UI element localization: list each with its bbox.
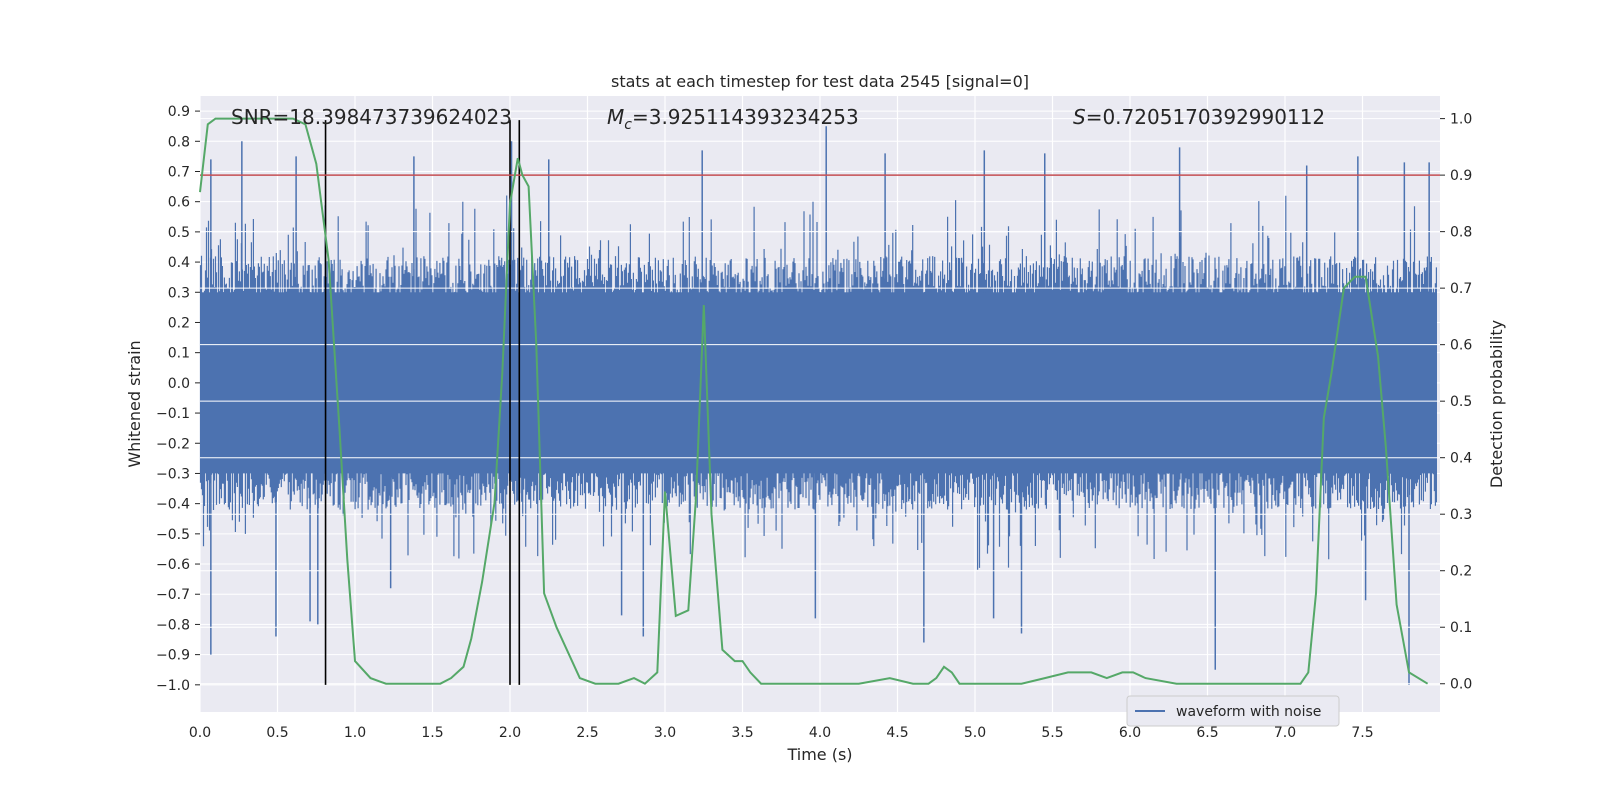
y-right-tick-label: 0.3 [1450,507,1472,523]
y-left-tick-label: 0.9 [168,104,190,120]
x-tick-label: 1.0 [344,725,366,741]
x-tick-label: 0.5 [266,725,288,741]
y-left-tick-label: 0.8 [168,134,190,150]
x-tick-label: 7.5 [1351,725,1373,741]
y-right-tick-label: 0.0 [1450,677,1472,693]
mc-subscript: c [624,117,632,133]
y-left-tick-label: 0.0 [168,376,190,392]
mc-annotation: Mc=3.925114393234253 [607,105,859,133]
y-left-tick-label: −0.7 [156,587,190,603]
y-left-tick-label: −0.8 [156,617,190,633]
y-left-tick-label: 0.3 [168,285,190,301]
y-left-tick-label: 0.7 [168,164,190,180]
y-left-tick-label: −0.6 [156,557,190,573]
y-right-tick-label: 0.8 [1450,225,1472,241]
y-right-tick-label: 0.2 [1450,564,1472,580]
y-right-axis-label: Detection probability [1487,320,1506,488]
x-tick-label: 7.0 [1274,725,1296,741]
waveform-core [200,292,1437,474]
chart-title: stats at each timestep for test data 254… [611,72,1029,91]
x-tick-label: 6.5 [1196,725,1218,741]
y-right-tick-label: 0.9 [1450,168,1472,184]
x-tick-label: 4.5 [886,725,908,741]
y-right-tick-label: 0.5 [1450,394,1472,410]
y-right-tick-label: 0.6 [1450,338,1472,354]
y-left-tick-labels: 0.9 0.8 0.7 0.6 0.5 0.4 0.3 0.2 0.1 0.0 −0.1 −0.2 −0… [156,104,200,694]
y-right-tick-label: 0.7 [1450,281,1472,297]
mc-value: =3.925114393234253 [632,105,859,129]
y-right-tick-label: 0.4 [1450,451,1472,467]
y-left-tick-label: 0.6 [168,195,190,211]
legend-box [1126,695,1340,727]
y-left-tick-label: 0.2 [168,315,190,331]
y-left-tick-label: −0.2 [156,436,190,452]
y-right-tick-label: 1.0 [1450,112,1472,128]
y-left-tick-label: −0.3 [156,466,190,482]
y-left-tick-label: −0.5 [156,527,190,543]
s-annotation: S=0.7205170392990112 [1073,105,1325,129]
x-tick-label: 4.0 [809,725,831,741]
y-left-axis-label: Whitened strain [125,340,144,467]
x-tick-label: 2.0 [499,725,521,741]
x-tick-label: 5.5 [1041,725,1063,741]
y-right-tick-labels: 0.0 0.1 0.2 0.3 0.4 0.5 0.6 0.7 0.8 0.9 1.0 [1440,112,1472,693]
mc-symbol: M [607,105,624,129]
detection-probability-line [199,117,1429,685]
snr-annotation: SNR=18.398473739624023 [231,105,512,129]
x-axis-label: Time (s) [786,745,852,764]
y-left-tick-label: 0.4 [168,255,190,271]
y-left-tick-label: −0.9 [156,648,190,664]
s-value: =0.7205170392990112 [1086,105,1325,129]
legend-label-waveform: waveform with noise [1176,704,1321,720]
x-tick-labels: 0.0 0.5 1.0 1.5 2.0 2.5 3.0 3.5 4.0 4.5 5.0 5.5 6.0 6… [189,725,1374,741]
x-tick-label: 2.5 [576,725,598,741]
y-left-tick-label: −0.1 [156,406,190,422]
y-left-tick-label: 0.1 [168,346,190,362]
x-tick-label: 0.0 [189,725,211,741]
y-right-tick-label: 0.1 [1450,620,1472,636]
y-left-tick-label: −0.4 [156,497,190,513]
legend: waveform with noise [1126,695,1340,727]
x-tick-label: 3.5 [731,725,753,741]
s-symbol: S [1073,105,1086,129]
y-left-tick-label: −1.0 [156,678,190,694]
y-left-tick-label: 0.5 [168,225,190,241]
x-tick-label: 5.0 [964,725,986,741]
x-tick-label: 1.5 [421,725,443,741]
x-tick-label: 3.0 [654,725,676,741]
x-tick-label: 6.0 [1119,725,1141,741]
waveform-series [199,126,1437,685]
